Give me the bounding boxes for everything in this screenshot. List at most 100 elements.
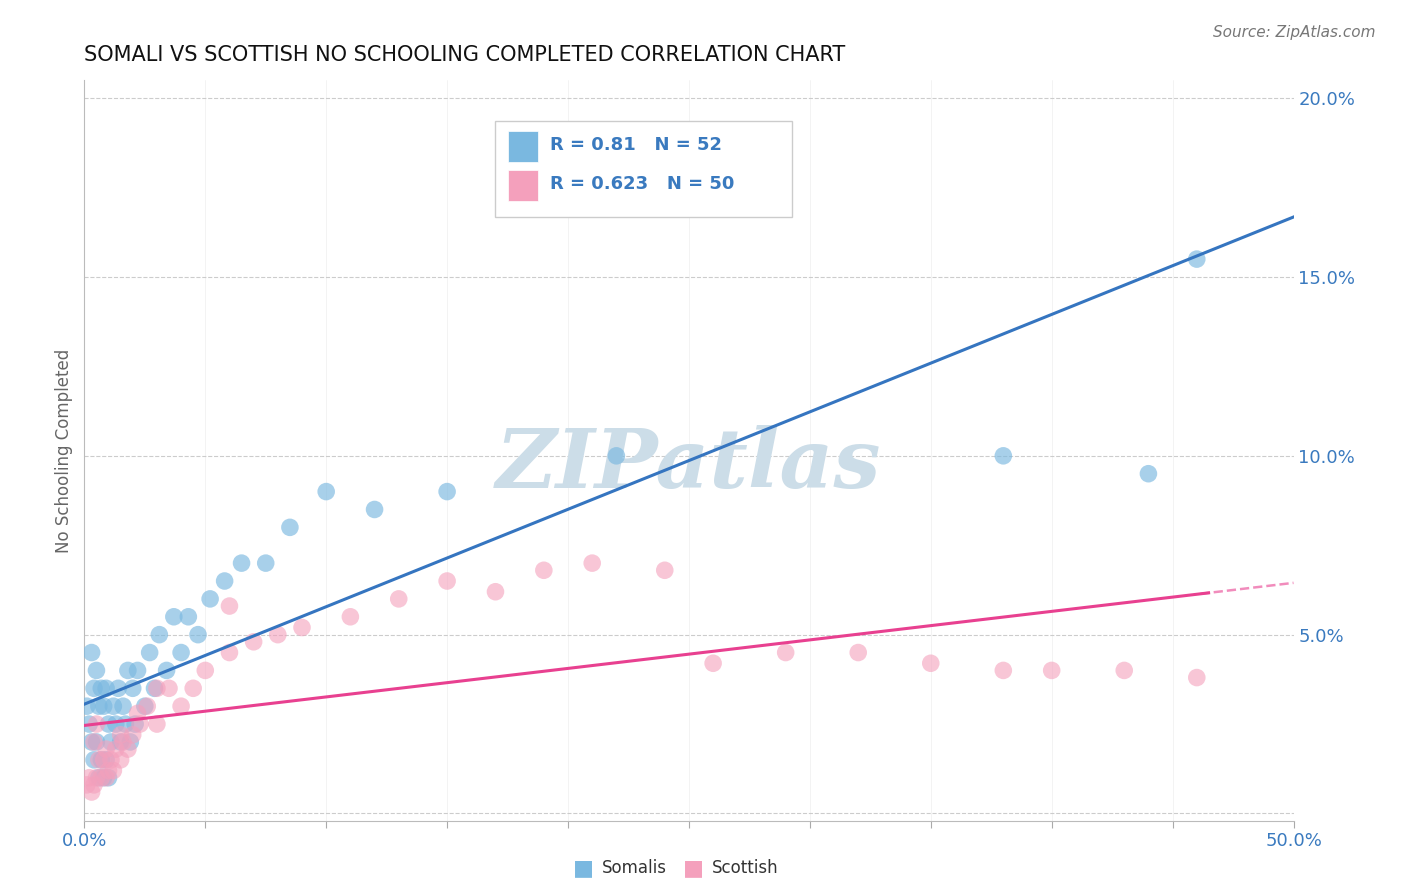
Point <box>80 735 103 749</box>
Point <box>278 520 301 534</box>
Point <box>110 735 132 749</box>
Point <box>605 449 627 463</box>
Point <box>846 646 869 660</box>
Point <box>94 771 117 785</box>
Point <box>339 609 361 624</box>
Point <box>86 664 108 678</box>
Point <box>90 753 112 767</box>
Point <box>104 742 127 756</box>
Point <box>83 681 105 696</box>
FancyBboxPatch shape <box>495 121 792 218</box>
Point <box>654 563 676 577</box>
Y-axis label: No Schooling Completed: No Schooling Completed <box>55 349 73 552</box>
Point <box>127 706 149 721</box>
Point <box>242 635 264 649</box>
Point <box>775 646 797 660</box>
Point <box>124 717 146 731</box>
Point <box>83 753 105 767</box>
Text: ZIPatlas: ZIPatlas <box>496 425 882 505</box>
Point <box>155 664 177 678</box>
Point <box>76 699 98 714</box>
Point <box>1040 664 1063 678</box>
Point <box>83 778 105 792</box>
Point <box>148 627 170 641</box>
Point <box>107 681 129 696</box>
Point <box>94 742 117 756</box>
Point <box>76 778 98 792</box>
Point <box>134 699 156 714</box>
Point <box>112 735 135 749</box>
Point <box>114 717 136 731</box>
Point <box>751 162 773 177</box>
Point <box>77 717 100 731</box>
Point <box>194 664 217 678</box>
Point <box>87 699 110 714</box>
Point <box>103 764 125 778</box>
Text: R = 0.623   N = 50: R = 0.623 N = 50 <box>550 175 734 193</box>
Text: R = 0.81   N = 52: R = 0.81 N = 52 <box>550 136 721 153</box>
Point <box>163 609 186 624</box>
Point <box>214 574 236 588</box>
Point <box>254 556 277 570</box>
Point <box>87 753 110 767</box>
Text: Somalis: Somalis <box>602 859 666 877</box>
Point <box>138 646 160 660</box>
Point <box>533 563 555 577</box>
Point <box>86 735 108 749</box>
Point <box>231 556 253 570</box>
Point <box>920 657 942 671</box>
Point <box>94 753 117 767</box>
Point <box>146 717 169 731</box>
Text: ■: ■ <box>683 858 703 878</box>
Point <box>315 484 337 499</box>
Point <box>218 646 240 660</box>
Point <box>93 753 115 767</box>
Point <box>97 717 120 731</box>
Point <box>90 681 112 696</box>
Point <box>120 735 142 749</box>
Point <box>291 620 314 634</box>
Point <box>136 699 159 714</box>
Point <box>484 584 506 599</box>
Text: Scottish: Scottish <box>711 859 778 877</box>
Point <box>581 556 603 570</box>
Point <box>218 599 240 613</box>
Point <box>143 681 166 696</box>
Bar <box>508 169 538 201</box>
Point <box>80 646 103 660</box>
Point <box>77 771 100 785</box>
Point <box>97 771 120 785</box>
Point <box>110 753 132 767</box>
Point <box>363 502 385 516</box>
Point <box>80 785 103 799</box>
Point <box>121 728 143 742</box>
Point <box>83 735 105 749</box>
Point <box>436 574 458 588</box>
Point <box>117 664 139 678</box>
Point <box>104 717 127 731</box>
Text: ■: ■ <box>574 858 593 878</box>
Point <box>198 591 221 606</box>
Point <box>187 627 209 641</box>
Point <box>170 646 193 660</box>
Point <box>702 657 724 671</box>
Point <box>97 764 120 778</box>
Point <box>1137 467 1160 481</box>
Point <box>94 681 117 696</box>
Point <box>93 771 115 785</box>
Point <box>110 728 132 742</box>
Point <box>181 681 204 696</box>
Text: SOMALI VS SCOTTISH NO SCHOOLING COMPLETED CORRELATION CHART: SOMALI VS SCOTTISH NO SCHOOLING COMPLETE… <box>84 45 845 65</box>
Point <box>170 699 193 714</box>
Point <box>117 742 139 756</box>
Point <box>112 699 135 714</box>
Point <box>90 771 112 785</box>
Point <box>993 449 1015 463</box>
Point <box>100 753 122 767</box>
Text: Source: ZipAtlas.com: Source: ZipAtlas.com <box>1212 25 1375 40</box>
Point <box>157 681 180 696</box>
Point <box>1114 664 1136 678</box>
Point <box>86 717 108 731</box>
Point <box>1185 252 1208 266</box>
Point <box>146 681 169 696</box>
